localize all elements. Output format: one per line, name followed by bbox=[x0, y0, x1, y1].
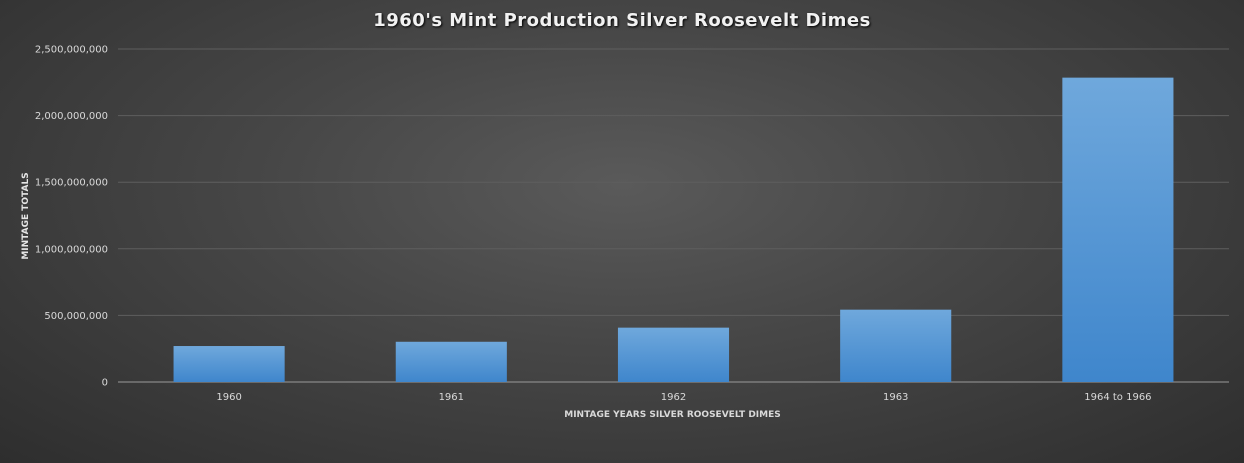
bar bbox=[617, 327, 730, 382]
x-tick-label: 1964 to 1966 bbox=[1084, 392, 1151, 403]
x-tick-label: 1960 bbox=[216, 392, 241, 403]
chart-title: 1960's Mint Production Silver Roosevelt … bbox=[373, 10, 871, 31]
y-tick-label: 2,500,000,000 bbox=[35, 45, 108, 56]
bar bbox=[1062, 77, 1174, 382]
x-tick-label: 1962 bbox=[661, 392, 686, 403]
y-axis: 0 500,000,000 1,000,000,000 1,500,000,000 2,… bbox=[35, 45, 108, 389]
y-tick-label: 0 bbox=[102, 378, 108, 389]
bars bbox=[173, 77, 1174, 382]
bar bbox=[395, 341, 507, 382]
bar bbox=[840, 309, 952, 382]
x-axis: 1960 1961 1962 1963 1964 to 1966 bbox=[216, 392, 1151, 403]
bar bbox=[173, 346, 285, 382]
y-tick-label: 1,000,000,000 bbox=[35, 244, 108, 255]
y-tick-label: 2,000,000,000 bbox=[35, 111, 108, 122]
x-axis-title: MINTAGE YEARS SILVER ROOSEVELT DIMES bbox=[564, 410, 781, 420]
y-tick-label: 1,500,000,000 bbox=[35, 178, 108, 189]
x-tick-label: 1963 bbox=[883, 392, 908, 403]
x-tick-label: 1961 bbox=[439, 392, 464, 403]
y-tick-label: 500,000,000 bbox=[44, 311, 108, 322]
